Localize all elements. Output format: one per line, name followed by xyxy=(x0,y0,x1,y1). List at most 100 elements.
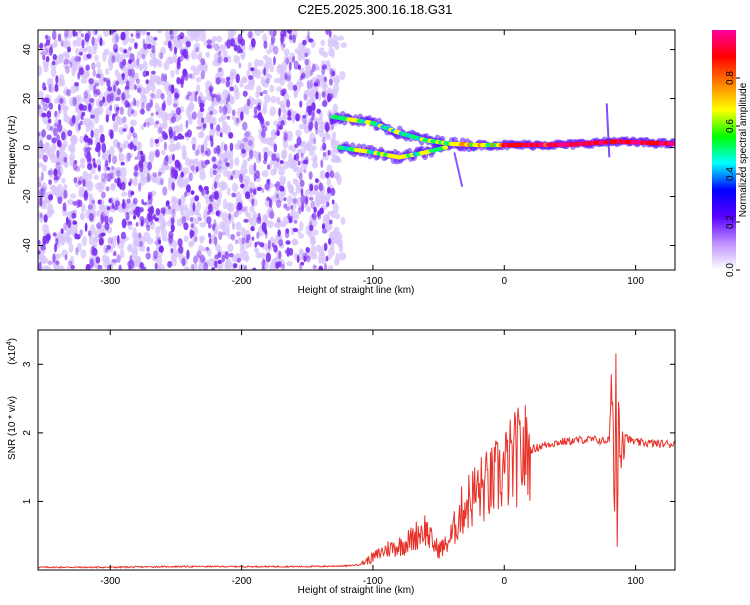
spectrogram-noise-point xyxy=(216,124,221,132)
spectrogram-noise-point xyxy=(179,48,186,56)
spectrogram-noise-point xyxy=(145,223,150,228)
spectrogram-noise-point xyxy=(205,51,211,58)
spectrogram-noise-point xyxy=(82,146,88,152)
spectrogram-noise-point xyxy=(81,39,85,49)
spectrogram-noise-point xyxy=(78,66,84,71)
spectrogram-noise-point xyxy=(190,190,195,196)
spectrogram-noise-point xyxy=(263,67,266,76)
spectrogram-noise-point xyxy=(160,92,165,100)
spectrogram-noise-point xyxy=(92,157,96,162)
spectrogram-noise-point xyxy=(322,142,327,151)
spectrogram-noise-point xyxy=(160,178,164,186)
spectrogram-noise-point xyxy=(265,252,271,263)
svg-text:(x104): (x104) xyxy=(6,338,18,365)
spectrogram-noise-point xyxy=(189,34,194,42)
spectrogram-noise-point xyxy=(301,140,307,149)
spectrogram-noise-point xyxy=(39,195,43,201)
spectrogram-noise-point xyxy=(58,265,65,270)
spectrogram-noise-point xyxy=(243,132,251,140)
spectrogram-noise-point xyxy=(326,177,331,187)
spectrogram-noise-point xyxy=(242,90,248,97)
spectrogram-noise-point xyxy=(142,60,148,71)
spectrogram-noise-point xyxy=(140,108,145,115)
spectrogram-noise-point xyxy=(213,229,219,236)
spectrogram-noise-point xyxy=(293,220,298,224)
spectrogram-noise-point xyxy=(136,51,141,63)
spectrogram-noise-point xyxy=(192,202,196,212)
spectrogram-noise-point xyxy=(155,111,159,116)
spectrogram-noise-point xyxy=(45,233,51,241)
spectrogram-noise-point xyxy=(282,30,287,37)
spectrogram-noise-point xyxy=(56,183,63,192)
spectrogram-noise-point xyxy=(227,233,235,240)
spectrogram-noise-point xyxy=(178,198,182,206)
spectrogram-noise-point xyxy=(304,156,309,165)
spectrogram-noise-point xyxy=(305,195,309,205)
spectrogram-noise-point xyxy=(217,259,222,265)
spectrogram-noise-point xyxy=(51,137,57,144)
spectrogram-noise-point xyxy=(178,245,184,254)
x-tick-label: -200 xyxy=(232,276,252,287)
spectrogram-noise-point xyxy=(303,169,307,174)
spectrogram-noise-point xyxy=(87,204,93,210)
spectrogram-noise-point xyxy=(326,164,333,173)
spectrogram-noise-point xyxy=(171,30,179,36)
spectrogram-noise-point xyxy=(243,264,248,270)
spectrogram-noise-point xyxy=(170,84,175,94)
spectrogram-noise-point xyxy=(79,120,83,126)
spectrogram-noise-point xyxy=(51,60,56,66)
spectrogram-noise-point xyxy=(306,66,314,77)
spectrogram-noise-point xyxy=(70,193,77,199)
spectrogram-noise-point xyxy=(250,67,255,72)
spectrogram-noise-point xyxy=(106,206,111,211)
spectrogram-noise-point xyxy=(141,49,147,61)
spectrogram-noise-point xyxy=(46,146,52,157)
spectrogram-noise-point xyxy=(294,179,300,187)
spectrogram-noise-point xyxy=(127,189,133,198)
spectrogram-noise-point xyxy=(148,151,155,157)
spectrogram-noise-point xyxy=(97,264,103,270)
spectrogram-noise-point xyxy=(216,264,224,270)
snr-scale-exponent: 4 xyxy=(6,341,13,345)
spectrogram-signal-point xyxy=(442,145,449,150)
spectrogram-noise-point xyxy=(257,59,265,67)
spectrogram-noise-point xyxy=(40,186,46,192)
spectrogram-noise-point xyxy=(322,64,327,70)
spectrogram-noise-point xyxy=(298,166,306,173)
spectrogram-noise-point xyxy=(133,145,137,152)
spectrogram-noise-point xyxy=(325,201,330,208)
spectrogram-noise-point xyxy=(191,136,197,147)
spectrogram-noise-point xyxy=(169,30,173,35)
spectrogram-noise-point xyxy=(308,38,314,43)
spectrogram-noise-point xyxy=(85,64,90,71)
spectrogram-noise-point xyxy=(58,104,62,114)
spectrogram-noise-point xyxy=(77,72,81,80)
spectrogram-noise-point xyxy=(203,116,210,124)
spectrogram-noise-point xyxy=(60,144,65,154)
spectrogram-noise-point xyxy=(288,247,294,256)
spectrogram-noise-point xyxy=(305,143,310,150)
spectrogram-noise-point xyxy=(103,244,108,255)
spectrogram-noise-point xyxy=(223,143,228,152)
spectrogram-noise-point xyxy=(327,264,334,270)
spectrogram-noise-point xyxy=(41,265,49,270)
spectrogram-noise-point xyxy=(339,252,347,261)
spectrogram-noise-point xyxy=(321,136,326,145)
spectrogram-noise-point xyxy=(234,88,240,100)
spectrogram-noise-point xyxy=(149,92,156,99)
spectrogram-noise-point xyxy=(165,200,170,207)
spectrogram-noise-point xyxy=(275,157,280,163)
spectrogram-noise-point xyxy=(162,161,168,168)
spectrogram-noise-point xyxy=(225,162,230,167)
spectrogram-noise-point xyxy=(91,36,95,46)
spectrogram-noise-point xyxy=(107,86,113,92)
spectrogram-noise-point xyxy=(51,186,58,196)
spectrogram-noise-point xyxy=(295,113,300,122)
spectrogram-x-label: Height of straight line (km) xyxy=(298,285,415,296)
spectrogram-noise-point xyxy=(43,86,47,91)
spectrogram-noise-point xyxy=(86,53,92,59)
spectrogram-noise-point xyxy=(75,94,82,101)
spectrogram-noise-point xyxy=(38,65,43,76)
spectrogram-noise-point xyxy=(316,108,321,114)
